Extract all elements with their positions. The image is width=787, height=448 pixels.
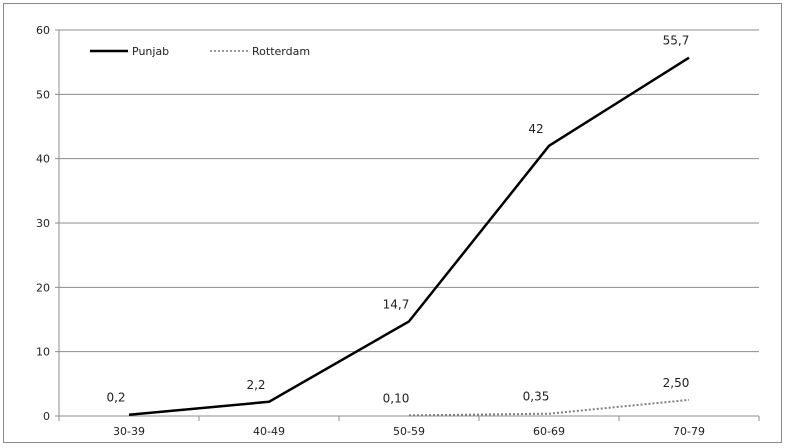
- data-label: 0,35: [523, 390, 550, 404]
- y-tick-label: 60: [36, 24, 50, 37]
- series-line-rotterdam: [408, 398, 690, 417]
- chart-frame: 0 10 20 30 40 50 60 30-39 40-49 50-59 60-69 70-79 …: [3, 3, 782, 443]
- data-label: 0,10: [383, 391, 410, 405]
- series-lines: [128, 56, 690, 417]
- y-tick-label: 40: [36, 153, 50, 166]
- x-tick-label: 40-49: [253, 425, 285, 438]
- x-tick-label: 30-39: [113, 425, 145, 438]
- data-label: 55,7: [663, 34, 690, 48]
- x-tick-labels: 30-39 40-49 50-59 60-69 70-79: [113, 425, 705, 438]
- legend-label: Rotterdam: [252, 45, 310, 58]
- grid-lines: [59, 29, 759, 353]
- y-tick-labels: 0 10 20 30 40 50 60: [36, 24, 50, 423]
- series-line-punjab: [128, 56, 690, 416]
- y-tick-label: 10: [36, 346, 50, 359]
- x-tick-label: 50-59: [393, 425, 425, 438]
- data-labels: 0,2 2,2 14,7 42 55,7 0,10 0,35 2,50: [106, 34, 689, 406]
- y-tick-label: 20: [36, 281, 50, 294]
- legend-label: Punjab: [132, 45, 169, 58]
- y-tick-label: 30: [36, 217, 50, 230]
- y-tick-label: 0: [43, 410, 50, 423]
- y-tick-label: 50: [36, 88, 50, 101]
- data-label: 0,2: [106, 391, 125, 405]
- data-label: 2,2: [246, 378, 265, 392]
- data-label: 14,7: [383, 297, 410, 311]
- data-label: 2,50: [663, 376, 690, 390]
- x-tick-label: 70-79: [673, 425, 705, 438]
- legend: Punjab Rotterdam: [90, 45, 310, 58]
- x-tick-label: 60-69: [533, 425, 565, 438]
- data-label: 42: [528, 122, 543, 136]
- axes: [55, 29, 760, 421]
